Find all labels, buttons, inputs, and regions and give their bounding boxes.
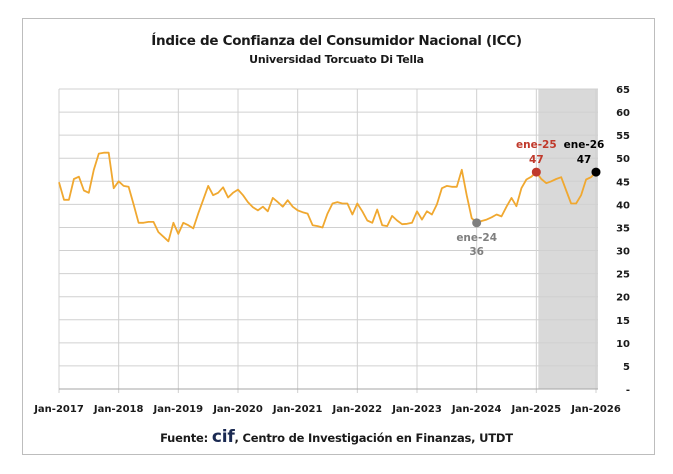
x-tick-label: Jan-2020 bbox=[212, 404, 263, 415]
x-tick-label: Jan-2026 bbox=[570, 404, 621, 415]
y-tick-label: 45 bbox=[616, 177, 630, 188]
source-text: , Centro de Investigación en Finanzas, U… bbox=[234, 431, 514, 445]
x-tick-label: Jan-2023 bbox=[391, 404, 442, 415]
x-tick-label: Jan-2024 bbox=[451, 404, 502, 415]
x-tick-label: Jan-2025 bbox=[511, 404, 562, 415]
y-tick-label: - bbox=[626, 385, 630, 396]
x-tick-label: Jan-2021 bbox=[272, 404, 323, 415]
chart-subtitle: Universidad Torcuato Di Tella bbox=[249, 53, 424, 66]
annotation-label: ene-25 bbox=[516, 139, 557, 151]
y-tick-label: 60 bbox=[616, 108, 630, 119]
y-tick-label: 50 bbox=[616, 154, 630, 165]
icc-series-line bbox=[58, 151, 597, 243]
chart-source: Fuente: cif, Centro de Investigación en … bbox=[0, 427, 673, 447]
shaded-period bbox=[538, 89, 598, 389]
annotation-point bbox=[531, 167, 541, 177]
y-tick-label: 15 bbox=[616, 316, 630, 327]
x-tick-label: Jan-2022 bbox=[332, 404, 383, 415]
annotation-point bbox=[472, 218, 482, 228]
annotation-value: 36 bbox=[469, 246, 484, 258]
x-tick-label: Jan-2017 bbox=[33, 404, 84, 415]
y-tick-label: 20 bbox=[616, 293, 630, 304]
y-tick-label: 40 bbox=[616, 200, 630, 211]
y-tick-label: 30 bbox=[616, 247, 630, 258]
source-prefix: Fuente: bbox=[160, 431, 212, 445]
y-tick-label: 65 bbox=[616, 85, 630, 96]
annotation-point bbox=[591, 167, 601, 177]
y-tick-label: 35 bbox=[616, 223, 630, 234]
y-tick-label: 25 bbox=[616, 270, 630, 281]
annotation-label: ene-24 bbox=[456, 232, 497, 244]
y-tick-label: 10 bbox=[616, 339, 630, 350]
annotation-value: 47 bbox=[529, 154, 544, 166]
chart-title: Índice de Confianza del Consumidor Nacio… bbox=[151, 33, 522, 49]
y-tick-label: 5 bbox=[623, 362, 630, 373]
x-tick-label: Jan-2018 bbox=[93, 404, 144, 415]
x-tick-label: Jan-2019 bbox=[153, 404, 204, 415]
cif-logo: cif bbox=[211, 427, 235, 447]
y-tick-label: 55 bbox=[616, 131, 630, 142]
annotation-label: ene-26 bbox=[564, 139, 605, 151]
annotation-value: 47 bbox=[577, 154, 592, 166]
